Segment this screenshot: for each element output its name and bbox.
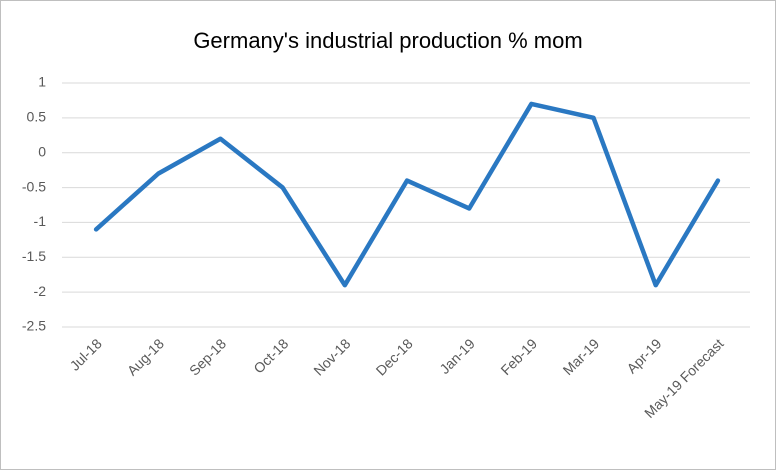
y-tick-label: -2.5 (22, 318, 46, 334)
y-tick-label: 0 (38, 143, 46, 159)
data-line (93, 101, 721, 288)
chart-title: Germany's industrial production % mom (193, 28, 582, 53)
y-tick-label: 0.5 (27, 109, 47, 125)
y-tick-label: -1.5 (22, 248, 46, 264)
y-tick-label: 1 (38, 74, 46, 90)
y-tick-label: -2 (34, 283, 47, 299)
y-tick-label: -0.5 (22, 178, 46, 194)
y-tick-label: -1 (34, 213, 47, 229)
